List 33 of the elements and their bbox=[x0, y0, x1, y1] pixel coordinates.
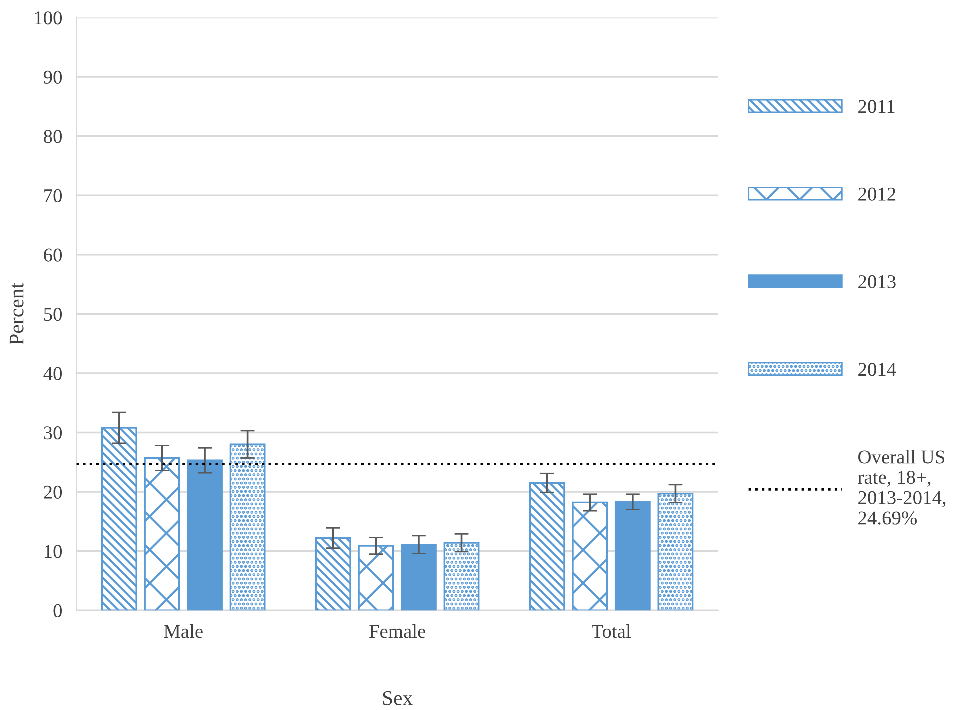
y-tick-label: 90 bbox=[44, 70, 62, 84]
legend-label: 2012 bbox=[858, 188, 896, 201]
legend-label: 2014 bbox=[858, 363, 896, 376]
y-tick-label: 30 bbox=[44, 426, 62, 440]
y-tick-label: 60 bbox=[44, 248, 62, 262]
y-tick-label: 50 bbox=[44, 308, 62, 322]
y-tick-label: 70 bbox=[44, 189, 62, 203]
y-axis-title: Percent bbox=[10, 283, 24, 345]
bar bbox=[230, 444, 266, 611]
legend-label: 2011 bbox=[858, 100, 895, 114]
bar bbox=[401, 544, 437, 611]
bar bbox=[658, 492, 694, 611]
bar bbox=[187, 460, 223, 611]
y-tick-label: 10 bbox=[45, 545, 62, 558]
y-tick-label: 20 bbox=[44, 486, 62, 499]
bar bbox=[444, 542, 480, 611]
legend-label: 2013 bbox=[858, 275, 896, 289]
y-tick-label: 80 bbox=[44, 130, 62, 144]
x-tick-label: Male bbox=[164, 624, 203, 638]
y-tick-label: 40 bbox=[44, 367, 62, 380]
bar bbox=[144, 457, 180, 611]
x-axis-title: Sex bbox=[383, 691, 413, 706]
x-tick-label: Total bbox=[592, 624, 631, 638]
bar bbox=[315, 537, 352, 611]
bar bbox=[572, 502, 608, 611]
bar bbox=[358, 545, 394, 611]
legend-label: Overall US rate, 18+, 2013-2014, 24.69% bbox=[858, 450, 946, 525]
bar bbox=[614, 501, 651, 611]
bar bbox=[529, 482, 566, 611]
y-tick-label: 0 bbox=[54, 604, 62, 618]
x-tick-label: Female bbox=[370, 624, 426, 638]
y-tick-label: 100 bbox=[35, 12, 62, 25]
bar bbox=[101, 427, 138, 611]
